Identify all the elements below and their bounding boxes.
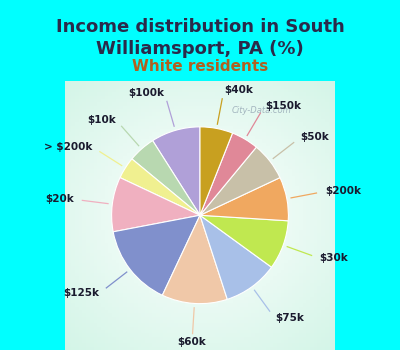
- Wedge shape: [132, 141, 200, 215]
- Wedge shape: [112, 177, 200, 232]
- Text: $100k: $100k: [128, 88, 164, 98]
- Wedge shape: [153, 127, 200, 215]
- Text: White residents: White residents: [132, 60, 268, 75]
- Text: Income distribution in South
Williamsport, PA (%): Income distribution in South Williamspor…: [56, 18, 344, 58]
- Text: $150k: $150k: [265, 101, 301, 111]
- Text: $40k: $40k: [224, 85, 253, 95]
- Text: $125k: $125k: [64, 288, 100, 298]
- Wedge shape: [200, 133, 256, 215]
- Wedge shape: [200, 147, 280, 215]
- Wedge shape: [200, 177, 288, 221]
- Text: $200k: $200k: [325, 187, 361, 196]
- Text: $75k: $75k: [275, 313, 304, 323]
- Wedge shape: [200, 215, 272, 299]
- Wedge shape: [200, 127, 232, 215]
- Text: City-Data.com: City-Data.com: [232, 106, 292, 115]
- Text: $10k: $10k: [87, 115, 116, 125]
- Text: $20k: $20k: [45, 194, 74, 204]
- Text: $50k: $50k: [300, 132, 329, 142]
- Wedge shape: [113, 215, 200, 295]
- Text: $30k: $30k: [320, 253, 348, 263]
- Text: $60k: $60k: [178, 337, 206, 347]
- Text: > $200k: > $200k: [44, 142, 92, 152]
- Wedge shape: [120, 159, 200, 215]
- Wedge shape: [162, 215, 227, 304]
- Wedge shape: [200, 215, 288, 267]
